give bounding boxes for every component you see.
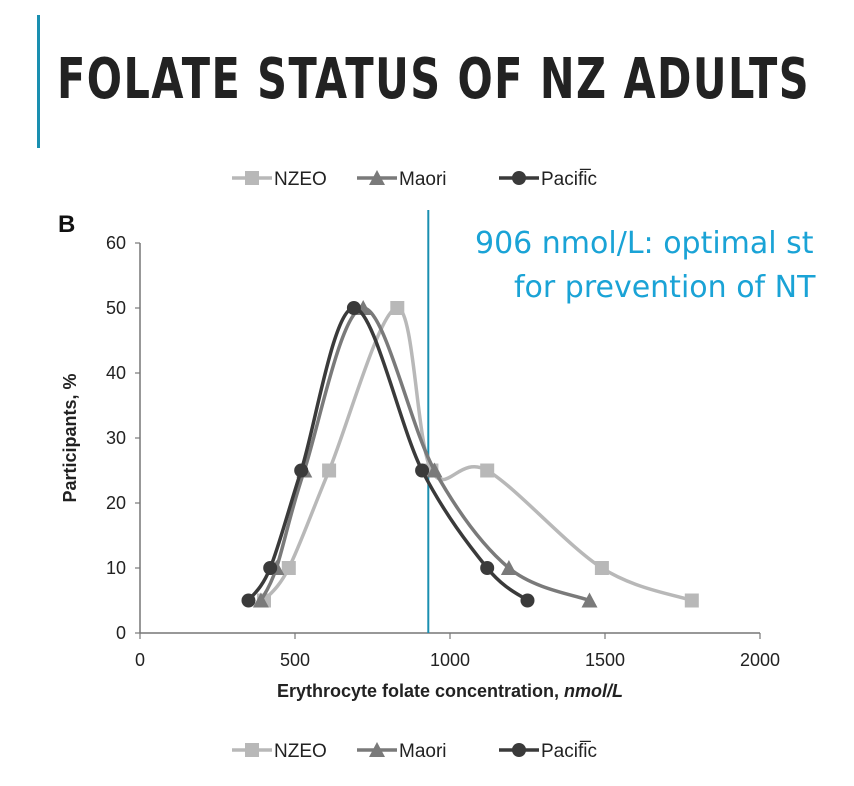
legend-marker-pacific: [512, 743, 526, 757]
data-point-maori: [252, 592, 269, 608]
series-nzeo: [257, 301, 699, 608]
data-point-pacific: [415, 463, 430, 478]
series-line-nzeo: [262, 306, 694, 603]
legend-marker-pacific: [512, 171, 526, 185]
y-tick-label: 30: [106, 428, 126, 448]
legend-label-nzeo: NZEO: [274, 169, 327, 190]
legend-marker-nzeo: [245, 171, 259, 185]
x-tick-label: 1000: [430, 650, 470, 670]
legend-marker-maori: [369, 170, 385, 185]
threshold-annotation-line1: 906 nmol/L: optimal st: [475, 226, 814, 261]
y-tick-label: 20: [106, 493, 126, 513]
data-point-nzeo: [594, 561, 609, 575]
x-tick-label: 1500: [585, 650, 625, 670]
panel-label: B: [58, 211, 75, 238]
legend-marker-maori: [369, 742, 385, 757]
y-tick-label: 0: [116, 623, 126, 643]
chart-axes: 0 10 20 30 40 50 60 0 500 1000 1500 2000 Erythrocyte…: [60, 233, 780, 701]
data-point-pacific: [346, 301, 361, 315]
series-line-pacific: [246, 306, 530, 603]
x-tick-label: 0: [135, 650, 145, 670]
y-tick-label: 50: [106, 298, 126, 318]
data-point-nzeo: [322, 463, 337, 478]
legend-label-maori: Maori: [399, 169, 447, 190]
x-tick-label: 2000: [740, 650, 780, 670]
data-point-pacific: [241, 593, 256, 608]
legend-top: NZEO Maori Pacifi̅c: [232, 169, 597, 190]
x-tick-label: 500: [280, 650, 310, 670]
data-point-maori: [500, 560, 517, 575]
x-axis-label: Erythrocyte folate concentration, nmol/L: [277, 681, 623, 701]
data-point-maori: [426, 462, 443, 478]
legend-bottom: NZEO Maori Pacifi̅c: [232, 741, 597, 762]
legend-label-maori: Maori: [399, 741, 447, 762]
data-point-pacific: [480, 561, 495, 575]
legend-marker-nzeo: [245, 743, 259, 757]
x-axis-label-text: Erythrocyte folate concentration,: [277, 681, 564, 701]
data-point-nzeo: [281, 561, 296, 575]
legend-label-pacific: Pacifi̅c: [541, 741, 597, 762]
title-accent-bar: [37, 15, 40, 148]
series-line-maori: [259, 306, 592, 603]
legend-label-pacific: Pacifi̅c: [541, 169, 597, 190]
threshold-group: 906 nmol/L: optimal st for prevention of …: [427, 210, 816, 633]
plot-area: [241, 300, 699, 608]
data-point-nzeo: [480, 463, 495, 478]
threshold-annotation-line2: for prevention of NT: [514, 270, 816, 305]
y-tick-label: 40: [106, 363, 126, 383]
data-point-nzeo: [390, 301, 405, 315]
x-axis-label-unit: nmol/L: [564, 681, 623, 701]
series-pacific: [241, 301, 535, 608]
y-axis-label: Participants, %: [60, 373, 80, 502]
data-point-pacific: [263, 561, 278, 575]
data-point-maori: [581, 592, 598, 608]
legend-label-nzeo: NZEO: [274, 741, 327, 762]
slide-title: FOLATE STATUS OF NZ ADULTS: [57, 47, 811, 112]
data-point-nzeo: [684, 593, 699, 608]
data-point-pacific: [294, 463, 309, 478]
data-point-pacific: [520, 593, 535, 608]
y-tick-label: 10: [106, 558, 126, 578]
y-tick-label: 60: [106, 233, 126, 253]
